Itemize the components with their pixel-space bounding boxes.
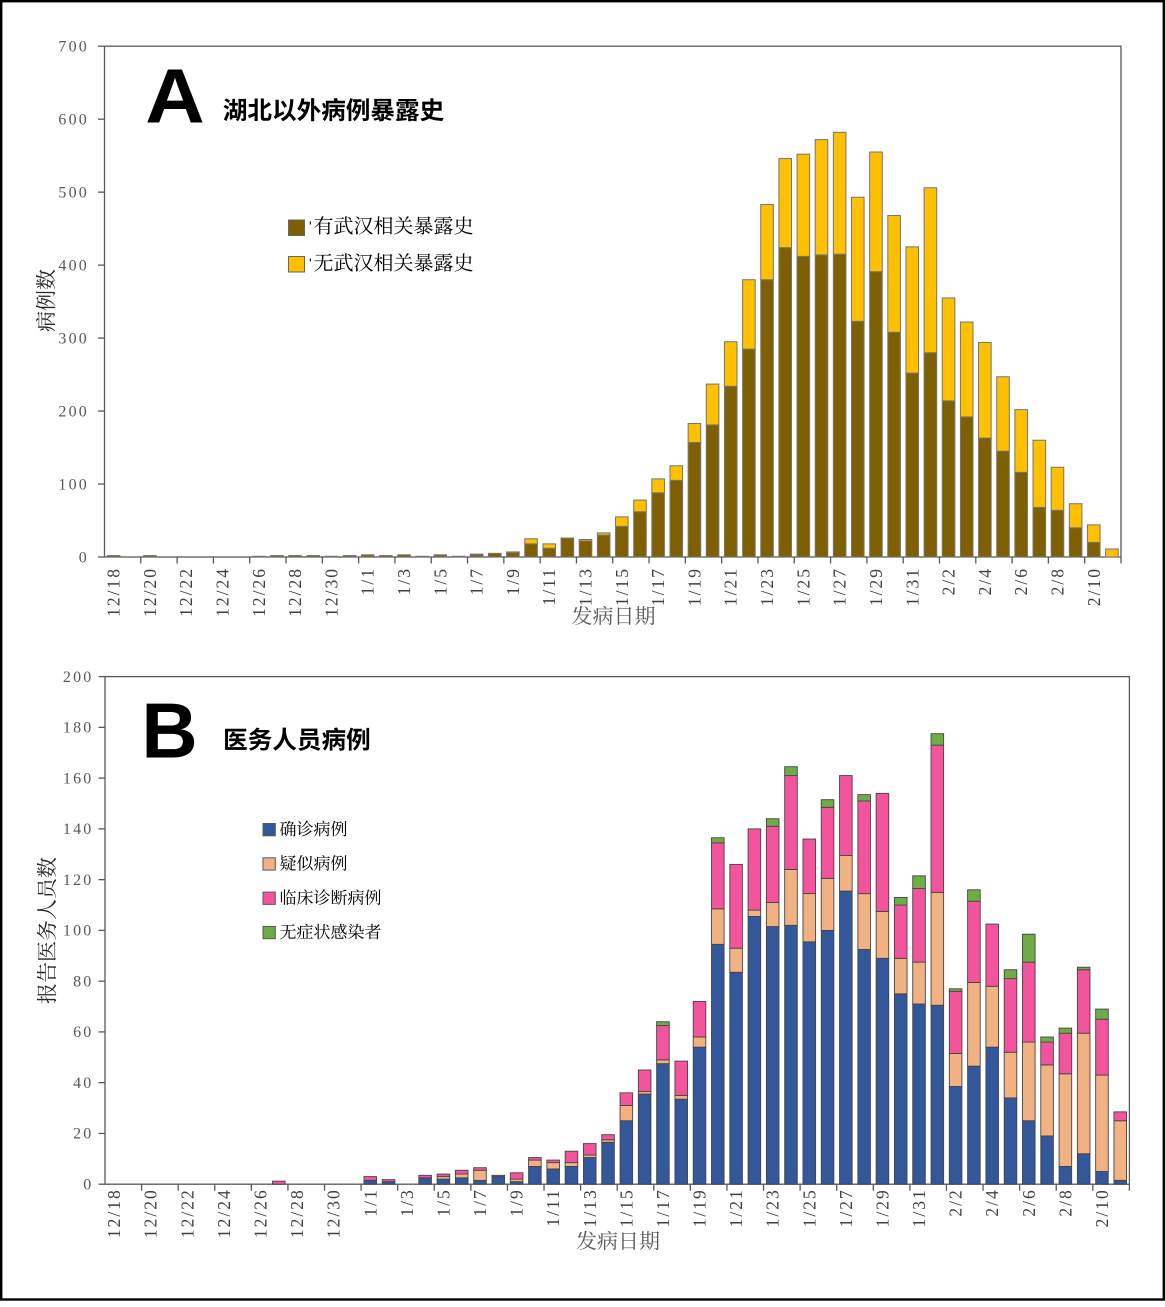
svg-text:1/15: 1/15 — [616, 1188, 636, 1227]
svg-text:1/9: 1/9 — [507, 1188, 527, 1216]
svg-text:1/3: 1/3 — [394, 567, 414, 595]
svg-text:2/4: 2/4 — [982, 1188, 1002, 1216]
svg-text:1/27: 1/27 — [830, 567, 850, 606]
svg-text:2/4: 2/4 — [975, 567, 995, 595]
svg-text:2/10: 2/10 — [1084, 567, 1104, 606]
svg-text:12/20: 12/20 — [140, 567, 160, 617]
svg-text:1/27: 1/27 — [836, 1188, 856, 1227]
svg-text:1/29: 1/29 — [866, 567, 886, 606]
svg-text:12/28: 12/28 — [285, 567, 305, 617]
svg-text:12/18: 12/18 — [104, 1188, 124, 1238]
svg-text:12/20: 12/20 — [141, 1188, 161, 1238]
svg-text:2/10: 2/10 — [1092, 1188, 1112, 1227]
svg-text:400: 400 — [58, 257, 89, 274]
svg-text:1/7: 1/7 — [470, 1188, 490, 1216]
svg-text:1/1: 1/1 — [358, 567, 378, 595]
svg-text:2/6: 2/6 — [1011, 567, 1031, 595]
svg-text:1/23: 1/23 — [763, 1188, 783, 1227]
svg-text:1/1: 1/1 — [360, 1188, 380, 1216]
svg-text:B: B — [141, 687, 197, 775]
svg-text:1/19: 1/19 — [684, 567, 704, 606]
svg-text:12/22: 12/22 — [177, 1188, 197, 1238]
svg-text:1/17: 1/17 — [653, 1188, 673, 1227]
svg-text:140: 140 — [63, 821, 94, 838]
svg-text:1/23: 1/23 — [757, 567, 777, 606]
svg-text:12/24: 12/24 — [214, 1188, 234, 1238]
svg-text:2/2: 2/2 — [946, 1188, 966, 1216]
svg-text:12/24: 12/24 — [212, 567, 232, 617]
svg-text:1/13: 1/13 — [580, 1188, 600, 1227]
svg-text:1/5: 1/5 — [433, 1188, 453, 1216]
svg-text:1/19: 1/19 — [690, 1188, 710, 1227]
svg-text:200: 200 — [63, 669, 94, 686]
svg-text:40: 40 — [73, 1075, 93, 1092]
svg-text:1/25: 1/25 — [799, 1188, 819, 1227]
svg-text:80: 80 — [73, 973, 93, 990]
svg-text:100: 100 — [58, 476, 89, 493]
svg-text:1/31: 1/31 — [902, 567, 922, 606]
svg-text:2/8: 2/8 — [1055, 1188, 1075, 1216]
svg-text:600: 600 — [58, 111, 89, 128]
svg-text:1/9: 1/9 — [503, 567, 523, 595]
svg-text:2/6: 2/6 — [1019, 1188, 1039, 1216]
svg-text:12/26: 12/26 — [250, 1188, 270, 1238]
svg-text:200: 200 — [58, 403, 89, 420]
svg-text:2/8: 2/8 — [1047, 567, 1067, 595]
svg-text:A: A — [145, 53, 205, 139]
svg-text:0: 0 — [83, 1177, 93, 1194]
svg-text:180: 180 — [63, 720, 94, 737]
svg-text:500: 500 — [58, 184, 89, 201]
svg-text:1/11: 1/11 — [543, 1188, 563, 1226]
svg-text:1/21: 1/21 — [726, 1188, 746, 1227]
svg-text:1/3: 1/3 — [397, 1188, 417, 1216]
svg-text:1/25: 1/25 — [793, 567, 813, 606]
svg-text:': ' — [309, 218, 312, 234]
svg-text:1/13: 1/13 — [576, 567, 596, 606]
svg-text:12/30: 12/30 — [321, 567, 341, 617]
svg-text:300: 300 — [58, 330, 89, 347]
svg-text:': ' — [309, 255, 312, 271]
svg-text:12/28: 12/28 — [287, 1188, 307, 1238]
svg-text:0: 0 — [79, 549, 89, 566]
svg-text:1/7: 1/7 — [467, 567, 487, 595]
svg-text:1/31: 1/31 — [909, 1188, 929, 1227]
svg-text:700: 700 — [58, 39, 89, 56]
svg-text:100: 100 — [63, 923, 94, 940]
svg-text:12/26: 12/26 — [249, 567, 269, 617]
svg-text:1/5: 1/5 — [430, 567, 450, 595]
svg-text:1/15: 1/15 — [612, 567, 632, 606]
svg-text:120: 120 — [63, 872, 94, 889]
svg-text:1/17: 1/17 — [648, 567, 668, 606]
svg-text:12/18: 12/18 — [104, 567, 124, 617]
svg-text:20: 20 — [73, 1126, 93, 1143]
svg-text:12/30: 12/30 — [324, 1188, 344, 1238]
svg-text:60: 60 — [73, 1024, 93, 1041]
svg-text:1/29: 1/29 — [872, 1188, 892, 1227]
svg-text:12/22: 12/22 — [176, 567, 196, 617]
svg-text:160: 160 — [63, 770, 94, 787]
svg-text:1/21: 1/21 — [721, 567, 741, 606]
svg-text:2/2: 2/2 — [939, 567, 959, 595]
svg-text:1/11: 1/11 — [539, 567, 559, 605]
